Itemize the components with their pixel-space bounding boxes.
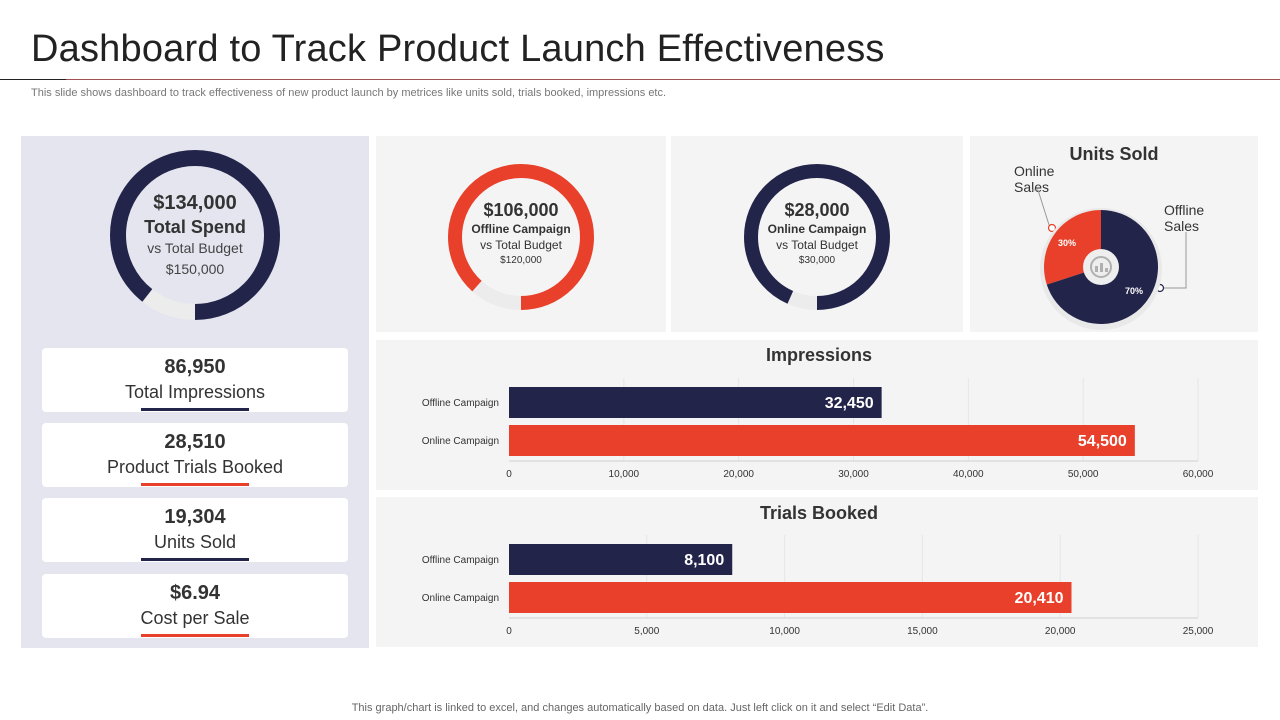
x-tick-label: 60,000 — [1183, 469, 1214, 480]
offline-budget-label: Offline Campaign — [471, 222, 571, 236]
bar-online-campaign — [509, 582, 1072, 613]
online-budget-total: $30,000 — [798, 255, 836, 266]
bar-value-label: 54,500 — [1078, 433, 1127, 450]
online-leader-line — [1032, 189, 1051, 229]
offline-budget-arc — [448, 164, 594, 310]
kpi-label: Total Impressions — [124, 382, 266, 402]
online-sales-label-line2: Sales — [1014, 179, 1050, 195]
kpi-underline — [141, 483, 249, 486]
trials-title: Trials Booked — [759, 503, 879, 523]
bar-value-label: 20,410 — [1015, 590, 1064, 607]
online-leader-dot — [1047, 223, 1057, 233]
pie-label-online-pct: 30% — [1058, 238, 1076, 248]
trials-chart[interactable]: 0 5,000 10,000 15,000 20,000 25,000 8,100 Offli… — [376, 497, 1258, 647]
total-spend-label: Total Spend — [144, 217, 246, 237]
kpi-card-impressions: 86,950 Total Impressions — [42, 348, 348, 412]
title-rule — [66, 79, 1280, 80]
kpi-card-units-sold: 19,304 Units Sold — [42, 498, 348, 562]
offline-budget-total: $120,000 — [500, 255, 542, 266]
bar-offline-campaign — [509, 544, 733, 575]
category-label: Online Campaign — [422, 593, 499, 604]
page-title: Dashboard to Track Product Launch Effect… — [31, 28, 885, 70]
x-tick-label: 0 — [506, 626, 512, 637]
kpi-value: $6.94 — [169, 582, 221, 604]
units-sold-title: Units Sold — [1069, 144, 1159, 164]
bar-value-label: 8,100 — [684, 552, 724, 569]
kpi-value: 86,950 — [164, 356, 226, 378]
online-budget-sub: vs Total Budget — [776, 238, 858, 252]
total-spend-arc — [110, 150, 280, 320]
category-label: Online Campaign — [422, 436, 499, 447]
category-label: Offline Campaign — [422, 555, 499, 566]
kpi-card-cost-per-sale: $6.94 Cost per Sale — [42, 574, 348, 638]
impressions-title: Impressions — [765, 345, 873, 365]
offline-budget-amount: $106,000 — [483, 200, 559, 220]
pie-label-offline-pct: 70% — [1125, 286, 1143, 296]
offline-leader-line — [1164, 232, 1187, 289]
total-spend-amount: $134,000 — [153, 192, 237, 214]
total-spend-sub: vs Total Budget — [147, 240, 243, 256]
title-rule-accent — [0, 79, 66, 80]
online-budget-amount: $28,000 — [784, 200, 850, 220]
x-tick-label: 10,000 — [609, 469, 640, 480]
kpi-underline — [141, 558, 249, 561]
x-tick-label: 10,000 — [769, 626, 800, 637]
bar-value-label: 32,450 — [825, 395, 874, 412]
online-sales-label: Online Sales — [1014, 163, 1054, 195]
bar-offline-campaign — [509, 387, 882, 418]
footer-note: This graph/chart is linked to excel, and… — [351, 702, 929, 714]
kpi-value: 28,510 — [164, 431, 226, 453]
x-tick-label: 5,000 — [634, 626, 659, 637]
x-tick-label: 30,000 — [838, 469, 869, 480]
total-spend-donut[interactable] — [103, 143, 287, 327]
category-label: Offline Campaign — [422, 398, 499, 409]
x-tick-label: 20,000 — [1045, 626, 1076, 637]
kpi-underline — [141, 634, 249, 637]
kpi-label: Product Trials Booked — [106, 457, 284, 477]
offline-sales-label: Offline Sales — [1164, 202, 1204, 234]
kpi-card-trials: 28,510 Product Trials Booked — [42, 423, 348, 487]
online-budget-arc — [744, 164, 890, 310]
kpi-label: Units Sold — [153, 532, 237, 552]
online-budget-donut[interactable] — [739, 159, 895, 315]
impressions-chart[interactable]: 0 10,000 20,000 30,000 40,000 50,000 60,000 32,… — [376, 340, 1258, 490]
online-sales-label-line1: Online — [1014, 163, 1055, 179]
kpi-value: 19,304 — [164, 506, 226, 528]
offline-budget-donut[interactable] — [443, 159, 599, 315]
page-subtitle: This slide shows dashboard to track effe… — [31, 87, 667, 99]
x-tick-label: 40,000 — [953, 469, 984, 480]
online-budget-label: Online Campaign — [767, 222, 867, 236]
offline-sales-label-line2: Sales — [1164, 218, 1200, 234]
offline-sales-label-line1: Offline — [1164, 202, 1205, 218]
offline-budget-sub: vs Total Budget — [480, 238, 562, 252]
bar-online-campaign — [509, 425, 1135, 456]
x-tick-label: 0 — [506, 469, 512, 480]
x-tick-label: 25,000 — [1183, 626, 1214, 637]
chart-icon — [1090, 256, 1112, 278]
kpi-underline — [141, 408, 249, 411]
x-tick-label: 20,000 — [723, 469, 754, 480]
x-tick-label: 50,000 — [1068, 469, 1099, 480]
x-tick-label: 15,000 — [907, 626, 938, 637]
total-spend-budget: $150,000 — [165, 261, 225, 277]
units-sold-pie[interactable]: 30% 70% — [970, 136, 1258, 332]
kpi-label: Cost per Sale — [140, 608, 250, 628]
